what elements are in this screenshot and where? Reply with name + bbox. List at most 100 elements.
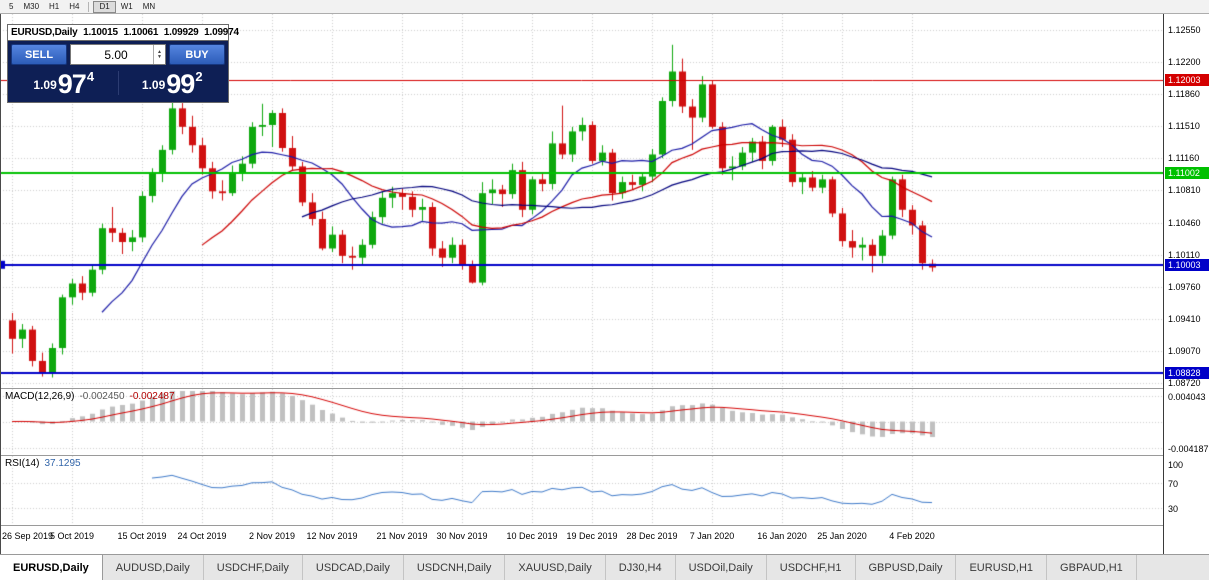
- time-axis-label: 5 Oct 2019: [49, 531, 95, 541]
- level-price-tag: 1.12003: [1165, 74, 1209, 86]
- timeframe-button-d1[interactable]: D1: [93, 0, 116, 13]
- time-axis-label: 2 Nov 2019: [248, 531, 296, 541]
- timeframe-button-m30[interactable]: M30: [23, 1, 40, 11]
- chart-tab-gbpusd-daily[interactable]: GBPUSD,Daily: [856, 555, 957, 580]
- price-axis-label: 1.10110: [1168, 250, 1200, 260]
- chart-tab-usdcad-daily[interactable]: USDCAD,Daily: [303, 555, 404, 580]
- chart-tab-xauusd-daily[interactable]: XAUUSD,Daily: [505, 555, 606, 580]
- toolbar-separator: [88, 1, 90, 12]
- chart-title-ohlc: EURUSD,Daily 1.10015 1.10061 1.09929 1.0…: [8, 25, 239, 41]
- pane-separator[interactable]: [0, 388, 1209, 389]
- time-axis[interactable]: 26 Sep 2019 5 Oct 2019 15 Oct 2019 24 Oct 2…: [0, 526, 1163, 554]
- buy-button[interactable]: BUY: [169, 44, 225, 65]
- pane-separator[interactable]: [0, 525, 1209, 526]
- price-axis-label: 1.08720: [1168, 378, 1201, 388]
- time-axis-label: 4 Feb 2020: [889, 531, 935, 541]
- rsi-axis-label: 30: [1168, 504, 1179, 514]
- volume-value: 5.00: [104, 47, 128, 62]
- rsi-axis-label: 100: [1168, 460, 1184, 470]
- timeframe-toolbar[interactable]: 5 M30 H1 H4 D1 W1 MN: [0, 0, 1209, 14]
- time-axis-label: 21 Nov 2019: [376, 531, 428, 541]
- macd-canvas[interactable]: [0, 389, 1163, 455]
- price-axis-label: 1.11510: [1168, 121, 1200, 131]
- chart-tab-usdchf-h1[interactable]: USDCHF,H1: [767, 555, 856, 580]
- sell-price-prefix: 1.09: [33, 78, 57, 92]
- chart-tab-dj30-h4[interactable]: DJ30,H4: [606, 555, 676, 580]
- time-axis-label: 26 Sep 2019: [2, 531, 54, 541]
- rsi-pane[interactable]: RSI(14) 37.1295: [0, 456, 1163, 525]
- rsi-value: 37.1295: [44, 458, 81, 469]
- ohlc-low: 1.09929: [163, 27, 199, 38]
- macd-pane[interactable]: MACD(12,26,9) -0.002450 -0.002487: [0, 389, 1163, 455]
- price-axis-label: 1.11860: [1168, 89, 1200, 99]
- price-axis-label: 1.10810: [1168, 185, 1201, 195]
- chart-tab-usdoil-daily[interactable]: USDOil,Daily: [676, 555, 767, 580]
- sell-price[interactable]: 1.09 97 4: [11, 67, 117, 99]
- ohlc-open: 1.10015: [83, 27, 118, 38]
- chart-left-border: [0, 14, 1, 554]
- time-axis-label: 12 Nov 2019: [306, 531, 358, 541]
- one-click-trading-widget: EURUSD,Daily 1.10015 1.10061 1.09929 1.0…: [7, 24, 239, 103]
- price-axis-label: 1.09070: [1168, 346, 1201, 356]
- price-axis[interactable]: 1.12550 1.12200 1.11860 1.11510 1.11160 1.108…: [1163, 14, 1209, 554]
- price-axis-label: 1.09410: [1168, 314, 1201, 324]
- buy-price[interactable]: 1.09 99 2: [120, 67, 226, 99]
- timeframe-button-mn[interactable]: MN: [142, 1, 156, 11]
- price-divider: [117, 71, 119, 95]
- time-axis-label: 16 Jan 2020: [757, 531, 807, 541]
- price-axis-label: 1.11160: [1168, 153, 1200, 163]
- level-price-tag: 1.11002: [1165, 167, 1209, 179]
- timeframe-button-5[interactable]: 5: [9, 1, 14, 11]
- time-axis-label: 15 Oct 2019: [117, 531, 167, 541]
- price-axis-label: 1.12200: [1168, 57, 1201, 67]
- time-axis-label: 10 Dec 2019: [506, 531, 558, 541]
- time-axis-label: 7 Jan 2020: [689, 531, 735, 541]
- price-axis-label: 1.10460: [1168, 218, 1201, 228]
- time-axis-label: 30 Nov 2019: [436, 531, 488, 541]
- volume-input[interactable]: 5.00 ▲ ▼: [70, 44, 166, 65]
- macd-value: -0.002450: [79, 391, 125, 402]
- rsi-name: RSI(14): [5, 458, 40, 469]
- rsi-label: RSI(14) 37.1295: [5, 458, 81, 469]
- sell-button[interactable]: SELL: [11, 44, 67, 65]
- pane-separator[interactable]: [0, 455, 1209, 456]
- time-axis-label: 19 Dec 2019: [566, 531, 618, 541]
- time-axis-label: 28 Dec 2019: [626, 531, 678, 541]
- ohlc-close: 1.09974: [204, 27, 239, 38]
- buy-price-prefix: 1.09: [141, 78, 166, 92]
- rsi-axis-label: 70: [1168, 479, 1179, 489]
- chart-tab-gbpaud-h1[interactable]: GBPAUD,H1: [1047, 555, 1137, 580]
- price-axis-label: 1.09760: [1168, 282, 1201, 292]
- price-axis-label: 1.12550: [1168, 25, 1201, 35]
- chart-tab-usdchf-daily[interactable]: USDCHF,Daily: [204, 555, 303, 580]
- macd-signal-value: -0.002487: [129, 391, 175, 402]
- level-price-tag: 1.10003: [1165, 259, 1209, 271]
- chart-tab-audusd-daily[interactable]: AUDUSD,Daily: [103, 555, 204, 580]
- timeframe-button-h4[interactable]: H4: [69, 1, 80, 11]
- spinner-up-icon[interactable]: ▲: [157, 48, 162, 55]
- sell-price-sup: 4: [86, 69, 95, 84]
- ohlc-high: 1.10061: [123, 27, 159, 38]
- trade-panel-body: SELL 5.00 ▲ ▼ BUY 1.09 97 4 1.09: [8, 41, 228, 102]
- sell-price-big: 97: [57, 69, 87, 100]
- time-axis-label: 24 Oct 2019: [177, 531, 227, 541]
- chart-tab-usdcnh-daily[interactable]: USDCNH,Daily: [404, 555, 506, 580]
- macd-name: MACD(12,26,9): [5, 391, 75, 402]
- macd-axis-label: -0.004187: [1168, 444, 1209, 454]
- main-chart-pane[interactable]: EURUSD,Daily 1.10015 1.10061 1.09929 1.0…: [0, 14, 1163, 388]
- timeframe-button-h1[interactable]: H1: [49, 1, 60, 11]
- macd-axis-label: 0.004043: [1168, 392, 1206, 402]
- chart-tab-eurusd-h1[interactable]: EURUSD,H1: [956, 555, 1048, 580]
- buy-price-sup: 2: [195, 69, 203, 84]
- macd-label: MACD(12,26,9) -0.002450 -0.002487: [5, 391, 175, 402]
- symbol-timeframe-label: EURUSD,Daily: [11, 27, 78, 38]
- spinner-down-icon[interactable]: ▼: [157, 53, 162, 60]
- buy-price-big: 99: [166, 69, 195, 100]
- chart-tabs: EURUSD,Daily AUDUSD,Daily USDCHF,Daily USDC…: [0, 554, 1209, 580]
- chart-tab-eurusd-daily[interactable]: EURUSD,Daily: [0, 555, 103, 580]
- timeframe-button-w1[interactable]: W1: [120, 1, 133, 11]
- rsi-canvas[interactable]: [0, 456, 1163, 525]
- volume-spinner[interactable]: ▲ ▼: [153, 45, 165, 64]
- level-price-tag: 1.08828: [1165, 367, 1209, 379]
